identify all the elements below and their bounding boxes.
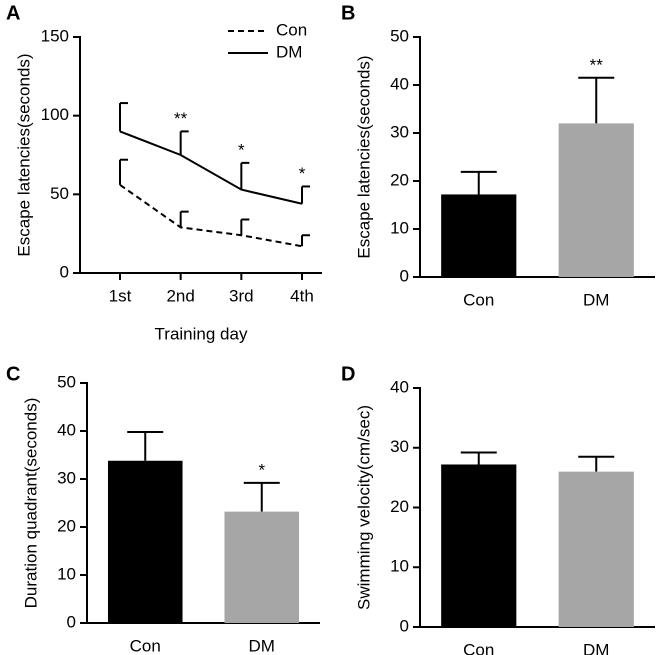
- y-tick-label: 50: [50, 184, 69, 203]
- y-tick-label: 0: [60, 262, 69, 281]
- x-tick-label: 2nd: [166, 286, 194, 305]
- x-tick-label: Con: [463, 290, 494, 309]
- y-tick-label: 10: [390, 557, 409, 576]
- y-tick-label: 30: [390, 437, 409, 456]
- y-tick-label: 40: [57, 420, 76, 439]
- bar: [558, 123, 634, 278]
- significance: *: [238, 140, 245, 159]
- series-line: [119, 130, 303, 205]
- y-tick-label: 50: [57, 372, 76, 391]
- x-tick-label: Con: [130, 636, 161, 655]
- x-tick-label: DM: [249, 636, 275, 655]
- bar: [441, 464, 517, 627]
- bar: [107, 460, 183, 623]
- x-axis-label: Training day: [155, 324, 248, 343]
- y-tick-label: 30: [57, 468, 76, 487]
- y-tick-label: 0: [67, 612, 76, 631]
- y-tick-label: 20: [57, 516, 76, 535]
- y-axis-label: Escape latencies(seconds): [354, 55, 373, 258]
- series-line: [119, 184, 303, 248]
- y-tick-label: 20: [390, 170, 409, 189]
- y-tick-label: 50: [390, 26, 409, 45]
- x-tick-label: 1st: [109, 286, 132, 305]
- y-tick-label: 150: [41, 26, 69, 45]
- x-tick-label: DM: [583, 290, 609, 309]
- bar: [558, 471, 634, 627]
- x-tick-label: 3rd: [229, 286, 254, 305]
- bar: [224, 511, 300, 623]
- panel-label: D: [341, 363, 355, 385]
- y-tick-label: 100: [41, 105, 69, 124]
- significance: **: [174, 109, 188, 128]
- x-tick-label: 4th: [290, 286, 314, 305]
- legend-label: DM: [276, 42, 302, 61]
- y-axis-label: Swimming velocity(cm/sec): [354, 405, 373, 610]
- panel-label: B: [341, 2, 355, 24]
- legend-label: Con: [276, 20, 307, 39]
- x-tick-label: Con: [463, 640, 494, 655]
- panel-label: C: [6, 363, 20, 385]
- y-axis-label: Escape latencies(seconds): [14, 53, 33, 256]
- significance: **: [590, 55, 604, 74]
- y-tick-label: 0: [400, 616, 409, 635]
- significance: *: [258, 460, 265, 479]
- y-tick-label: 10: [390, 218, 409, 237]
- y-axis-label: Duration quadrant(seconds): [21, 398, 40, 609]
- bar: [441, 194, 517, 277]
- y-tick-label: 30: [390, 122, 409, 141]
- x-tick-label: DM: [583, 640, 609, 655]
- y-tick-label: 40: [390, 377, 409, 396]
- y-tick-label: 40: [390, 74, 409, 93]
- y-tick-label: 10: [57, 564, 76, 583]
- significance: *: [299, 164, 306, 183]
- panel-label: A: [6, 2, 20, 24]
- y-tick-label: 20: [390, 497, 409, 516]
- y-tick-label: 0: [400, 266, 409, 285]
